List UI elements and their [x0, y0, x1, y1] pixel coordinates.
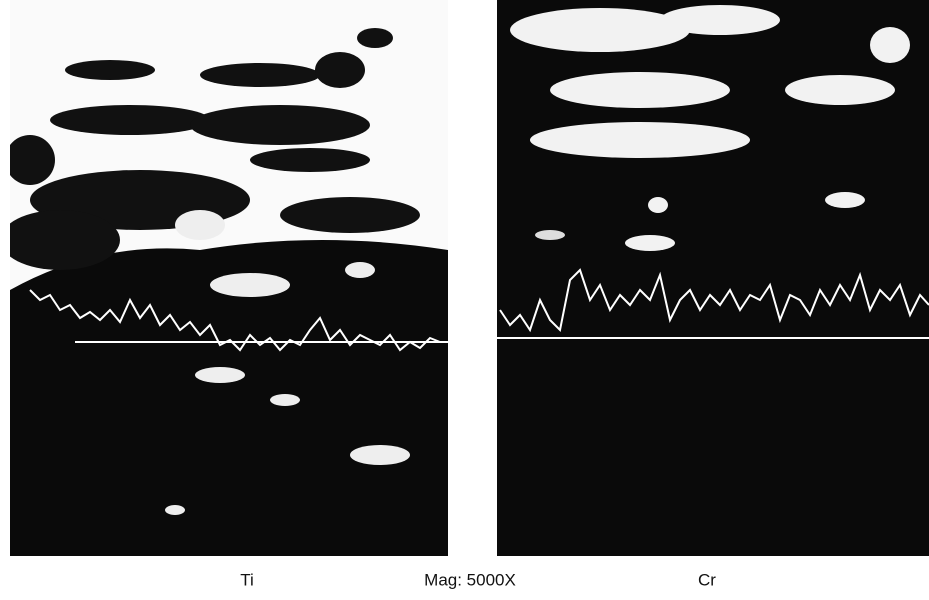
- panel-label: Cr: [698, 570, 716, 589]
- ti-micrograph: [10, 0, 448, 556]
- grain: [250, 148, 370, 172]
- grain: [190, 105, 370, 145]
- grain: [648, 197, 668, 213]
- panel-label: Ti: [240, 570, 254, 589]
- grain: [280, 197, 420, 233]
- grain: [315, 52, 365, 88]
- grain: [510, 8, 690, 52]
- grain: [65, 60, 155, 80]
- grain: [357, 28, 393, 48]
- grain: [785, 75, 895, 105]
- grain: [10, 135, 55, 185]
- grain: [210, 273, 290, 297]
- linescan-trace: [29, 289, 441, 352]
- cr-micrograph: [497, 0, 929, 556]
- dark-region: [10, 240, 448, 556]
- grain: [195, 367, 245, 383]
- grain: [200, 63, 320, 87]
- grain: [175, 210, 225, 240]
- grain: [530, 122, 750, 158]
- grain: [825, 192, 865, 208]
- caption: Mag: 5000X: [424, 570, 516, 589]
- grain: [660, 5, 780, 35]
- linescan-trace: [499, 268, 929, 333]
- grain: [345, 262, 375, 278]
- grain: [10, 210, 120, 270]
- grain: [350, 445, 410, 465]
- grain: [165, 505, 185, 515]
- grain: [870, 27, 910, 63]
- grain: [625, 235, 675, 251]
- grain: [50, 105, 210, 135]
- grain: [550, 72, 730, 108]
- grain: [535, 230, 565, 240]
- grain: [270, 394, 300, 406]
